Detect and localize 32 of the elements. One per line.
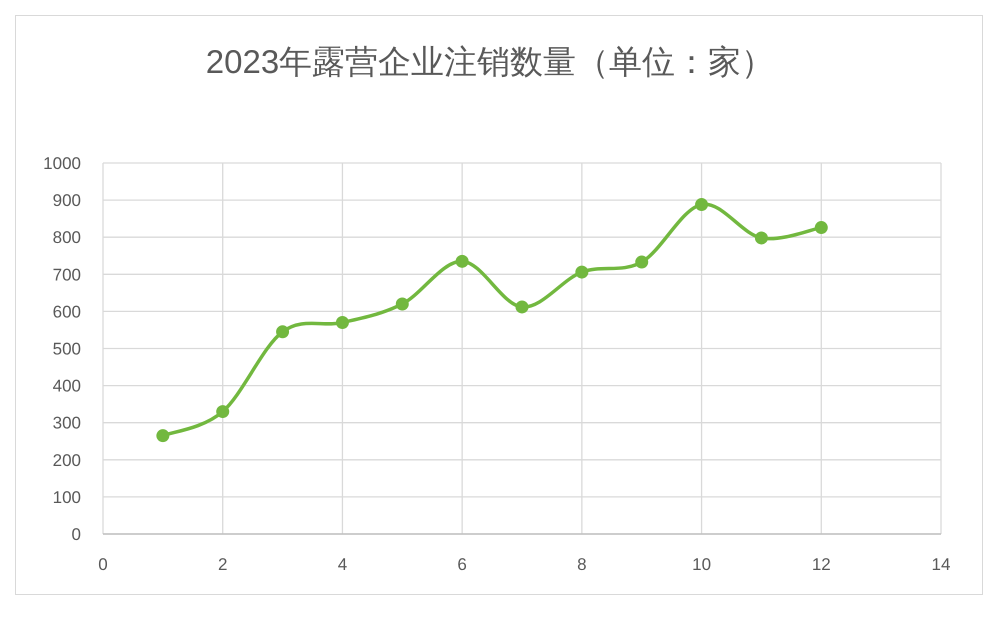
- y-tick-label: 800: [52, 228, 81, 248]
- point: [216, 405, 230, 418]
- point: [575, 266, 588, 279]
- point: [695, 198, 708, 212]
- x-tick-label: 12: [812, 555, 831, 574]
- y-tick-label: 0: [72, 525, 81, 544]
- x-tick-label: 14: [932, 555, 950, 574]
- y-tick-label: 400: [52, 376, 81, 396]
- y-tick-label: 100: [52, 488, 81, 507]
- point: [516, 300, 528, 314]
- y-tick-label: 200: [52, 450, 81, 470]
- point: [276, 325, 290, 338]
- point: [456, 254, 469, 268]
- x-tick-label: 4: [338, 555, 348, 574]
- y-tick-label: 1000: [43, 154, 81, 173]
- point: [635, 256, 648, 269]
- x-tick-label: 0: [98, 555, 108, 574]
- x-tick-label: 2: [218, 555, 228, 574]
- x-tick-label: 8: [577, 555, 587, 574]
- y-tick-label: 600: [52, 302, 81, 322]
- point: [156, 429, 170, 442]
- point: [814, 221, 828, 234]
- x-tick-label: 6: [457, 555, 467, 574]
- point: [396, 297, 409, 310]
- title: 2023年露营企业注销数量（单位：家）: [206, 43, 774, 80]
- x-tick-label: 10: [692, 555, 712, 574]
- y-tick-label: 900: [52, 191, 81, 210]
- point: [336, 316, 349, 330]
- y-tick-label: 500: [52, 340, 81, 358]
- point: [754, 231, 768, 244]
- y-tick-label: 300: [52, 414, 81, 433]
- y-tick-label: 700: [52, 265, 81, 284]
